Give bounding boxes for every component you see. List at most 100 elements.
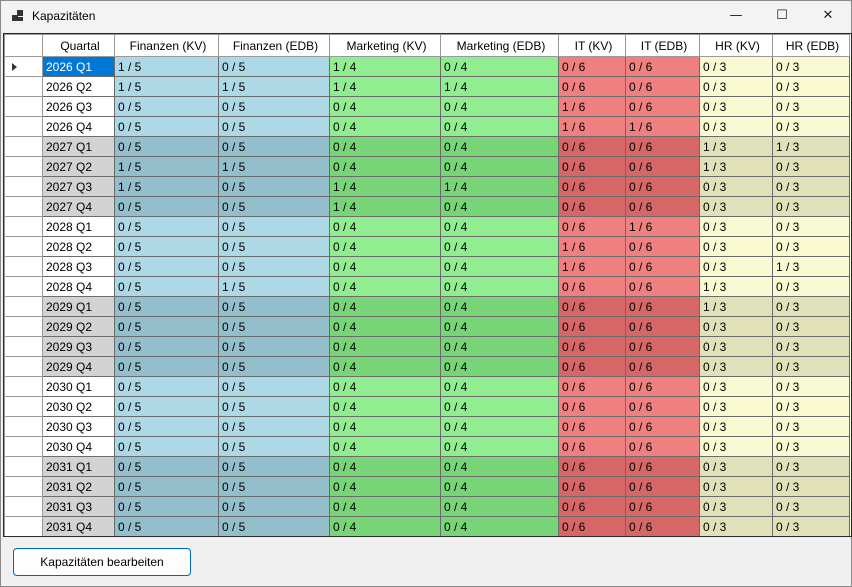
capacity-cell[interactable]: 0 / 6 xyxy=(558,56,626,77)
quartal-cell[interactable]: 2030 Q4 xyxy=(42,436,115,457)
column-header-8[interactable]: HR (EDB) xyxy=(772,34,850,57)
capacity-cell[interactable]: 0 / 4 xyxy=(440,456,559,477)
maximize-button[interactable]: ☐ xyxy=(759,1,805,31)
row-header-cell[interactable] xyxy=(4,316,43,337)
capacity-cell[interactable]: 0 / 6 xyxy=(558,516,626,536)
capacity-cell[interactable]: 0 / 6 xyxy=(558,196,626,217)
quartal-cell[interactable]: 2026 Q4 xyxy=(42,116,115,137)
quartal-cell[interactable]: 2029 Q3 xyxy=(42,336,115,357)
capacity-cell[interactable]: 0 / 3 xyxy=(772,76,850,97)
capacity-cell[interactable]: 0 / 5 xyxy=(114,256,219,277)
capacity-cell[interactable]: 0 / 6 xyxy=(558,176,626,197)
capacity-cell[interactable]: 0 / 5 xyxy=(218,416,330,437)
capacity-cell[interactable]: 0 / 4 xyxy=(329,336,441,357)
quartal-cell[interactable]: 2030 Q3 xyxy=(42,416,115,437)
column-header-2[interactable]: Finanzen (EDB) xyxy=(218,34,330,57)
capacity-cell[interactable]: 0 / 5 xyxy=(114,456,219,477)
capacity-cell[interactable]: 0 / 3 xyxy=(772,356,850,377)
capacity-cell[interactable]: 0 / 3 xyxy=(699,356,773,377)
capacity-cell[interactable]: 0 / 5 xyxy=(114,416,219,437)
row-header-cell[interactable] xyxy=(4,336,43,357)
capacity-cell[interactable]: 1 / 3 xyxy=(772,136,850,157)
capacity-cell[interactable]: 0 / 6 xyxy=(625,456,700,477)
capacity-cell[interactable]: 0 / 3 xyxy=(699,376,773,397)
capacity-cell[interactable]: 0 / 5 xyxy=(218,296,330,317)
capacity-cell[interactable]: 0 / 5 xyxy=(114,436,219,457)
capacity-cell[interactable]: 0 / 3 xyxy=(699,476,773,497)
quartal-cell[interactable]: 2030 Q1 xyxy=(42,376,115,397)
row-header-cell[interactable] xyxy=(4,396,43,417)
quartal-cell[interactable]: 2031 Q2 xyxy=(42,476,115,497)
capacity-cell[interactable]: 0 / 4 xyxy=(329,356,441,377)
quartal-cell[interactable]: 2028 Q3 xyxy=(42,256,115,277)
row-header-cell[interactable] xyxy=(4,236,43,257)
row-header-cell[interactable] xyxy=(4,376,43,397)
capacity-cell[interactable]: 0 / 5 xyxy=(114,216,219,237)
capacity-cell[interactable]: 0 / 4 xyxy=(440,136,559,157)
row-header-cell[interactable] xyxy=(4,136,43,157)
capacity-cell[interactable]: 0 / 3 xyxy=(772,376,850,397)
capacity-cell[interactable]: 0 / 4 xyxy=(440,216,559,237)
capacity-cell[interactable]: 1 / 5 xyxy=(114,76,219,97)
capacity-cell[interactable]: 1 / 5 xyxy=(218,156,330,177)
capacity-cell[interactable]: 0 / 3 xyxy=(699,396,773,417)
capacity-cell[interactable]: 0 / 6 xyxy=(558,216,626,237)
capacity-cell[interactable]: 0 / 3 xyxy=(699,76,773,97)
capacity-cell[interactable]: 0 / 3 xyxy=(772,436,850,457)
capacity-cell[interactable]: 0 / 6 xyxy=(625,56,700,77)
capacity-cell[interactable]: 0 / 5 xyxy=(218,356,330,377)
capacity-cell[interactable]: 1 / 4 xyxy=(329,176,441,197)
row-header-cell[interactable] xyxy=(4,216,43,237)
capacity-cell[interactable]: 0 / 5 xyxy=(218,116,330,137)
capacity-cell[interactable]: 0 / 6 xyxy=(558,336,626,357)
capacity-cell[interactable]: 0 / 3 xyxy=(772,156,850,177)
capacity-cell[interactable]: 0 / 4 xyxy=(440,196,559,217)
capacity-cell[interactable]: 0 / 4 xyxy=(440,256,559,277)
capacity-cell[interactable]: 0 / 6 xyxy=(558,416,626,437)
column-header-7[interactable]: HR (KV) xyxy=(699,34,773,57)
capacity-cell[interactable]: 0 / 3 xyxy=(699,236,773,257)
capacity-cell[interactable]: 0 / 4 xyxy=(329,376,441,397)
capacity-cell[interactable]: 1 / 5 xyxy=(114,176,219,197)
capacity-cell[interactable]: 0 / 6 xyxy=(625,76,700,97)
capacity-cell[interactable]: 1 / 3 xyxy=(772,256,850,277)
row-header-cell[interactable] xyxy=(4,96,43,117)
capacity-cell[interactable]: 0 / 4 xyxy=(329,316,441,337)
capacity-cell[interactable]: 0 / 3 xyxy=(772,396,850,417)
capacity-cell[interactable]: 0 / 6 xyxy=(558,76,626,97)
capacity-cell[interactable]: 0 / 5 xyxy=(114,356,219,377)
quartal-cell[interactable]: 2028 Q2 xyxy=(42,236,115,257)
capacity-cell[interactable]: 1 / 6 xyxy=(625,216,700,237)
capacity-cell[interactable]: 0 / 6 xyxy=(625,376,700,397)
capacity-cell[interactable]: 0 / 5 xyxy=(114,196,219,217)
capacity-cell[interactable]: 0 / 3 xyxy=(699,336,773,357)
quartal-cell[interactable]: 2028 Q1 xyxy=(42,216,115,237)
capacity-cell[interactable]: 0 / 4 xyxy=(440,336,559,357)
capacity-grid[interactable]: Quartal Finanzen (KV) Finanzen (EDB) Market… xyxy=(3,33,852,537)
capacity-cell[interactable]: 0 / 5 xyxy=(218,476,330,497)
capacity-cell[interactable]: 0 / 4 xyxy=(440,416,559,437)
capacity-cell[interactable]: 0 / 4 xyxy=(329,476,441,497)
capacity-cell[interactable]: 0 / 6 xyxy=(558,476,626,497)
column-header-5[interactable]: IT (KV) xyxy=(558,34,626,57)
capacity-cell[interactable]: 0 / 3 xyxy=(772,116,850,137)
capacity-cell[interactable]: 0 / 4 xyxy=(329,396,441,417)
column-header-6[interactable]: IT (EDB) xyxy=(625,34,700,57)
capacity-cell[interactable]: 0 / 4 xyxy=(329,276,441,297)
capacity-cell[interactable]: 0 / 4 xyxy=(329,416,441,437)
close-button[interactable]: ✕ xyxy=(805,1,851,31)
capacity-cell[interactable]: 0 / 3 xyxy=(772,196,850,217)
capacity-cell[interactable]: 0 / 5 xyxy=(114,496,219,517)
